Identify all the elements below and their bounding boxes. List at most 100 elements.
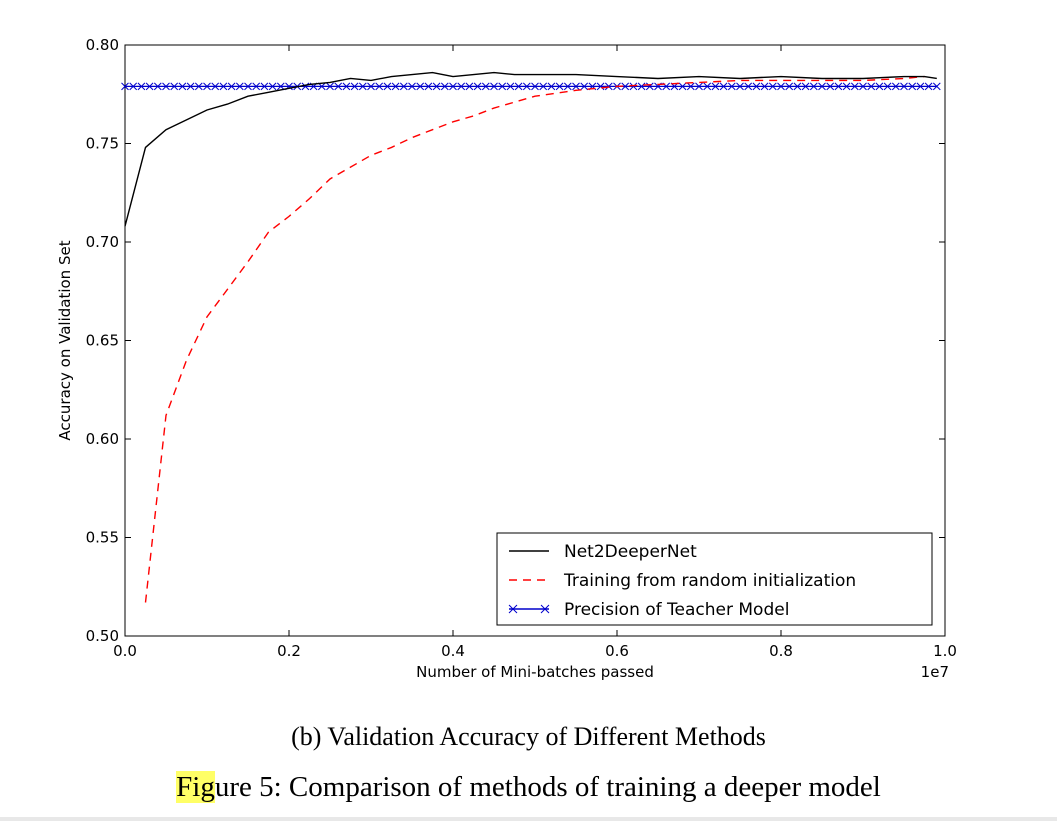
teacher-model-point [350, 82, 359, 91]
y-tick-label: 0.65 [86, 332, 119, 350]
teacher-model-point [358, 82, 367, 91]
series-layer [121, 71, 941, 603]
highlighted-text: Fig [176, 771, 215, 803]
teacher-model-point [457, 82, 466, 91]
figure-caption-text: ure 5: Comparison of methods of training… [214, 771, 881, 803]
teacher-model-point [563, 82, 572, 91]
teacher-model-point [727, 82, 736, 91]
teacher-model-point [440, 82, 449, 91]
teacher-model-point [252, 82, 261, 91]
teacher-model-point [891, 82, 900, 91]
teacher-model-point [801, 82, 810, 91]
teacher-model-point [768, 82, 777, 91]
axis-ticks: 0.0 0.2 0.4 0.6 0.8 1.0 0.50 0.55 0.60 0.65 0.70 0.… [86, 36, 957, 660]
teacher-model-point [842, 82, 851, 91]
x-tick-label: 1.0 [933, 642, 957, 660]
legend-entry-random-init: Training from random initialization [509, 571, 856, 591]
y-tick-label: 0.70 [86, 233, 119, 251]
teacher-model-point [793, 82, 802, 91]
legend-label: Net2DeeperNet [564, 542, 697, 562]
teacher-model-point [162, 82, 170, 91]
teacher-model-point [383, 82, 392, 91]
legend: Net2DeeperNet Training from random initia… [496, 532, 933, 626]
y-axis-label: Accuracy on Validation Set [56, 240, 74, 440]
teacher-model-point [399, 82, 408, 91]
chart: 0.0 0.2 0.4 0.6 0.8 1.0 0.50 0.55 0.60 0.65 0.70 0.… [56, 36, 957, 681]
teacher-model-point [153, 82, 162, 91]
x-tick-label: 0.8 [769, 642, 793, 660]
teacher-model-point [695, 82, 703, 91]
teacher-model-point [555, 82, 564, 91]
legend-label: Precision of Teacher Model [564, 600, 789, 620]
teacher-model-point [711, 82, 720, 91]
teacher-model-point [449, 82, 457, 91]
y-tick-label: 0.80 [86, 36, 119, 54]
x-tick-label: 0.4 [441, 642, 465, 660]
teacher-model-point [629, 82, 638, 91]
teacher-model-point [178, 82, 187, 91]
teacher-model-point [818, 82, 826, 91]
teacher-model-point [900, 82, 908, 91]
teacher-model-point [719, 82, 728, 91]
teacher-model-point [850, 82, 859, 91]
teacher-model-point [432, 82, 441, 91]
teacher-model-point [621, 82, 630, 91]
teacher-model-point [867, 82, 876, 91]
teacher-model-point [678, 82, 687, 91]
teacher-model-point [506, 82, 515, 91]
teacher-model-point [777, 82, 785, 91]
teacher-model-point [932, 82, 941, 91]
teacher-model-point [121, 82, 129, 91]
teacher-model-point [752, 82, 761, 91]
teacher-model-point [686, 82, 695, 91]
teacher-model-point [703, 82, 712, 91]
legend-marker [508, 604, 518, 614]
teacher-model-point [924, 82, 933, 91]
teacher-model-point [539, 82, 548, 91]
teacher-model-point [481, 82, 490, 91]
teacher-model-point [203, 82, 211, 91]
teacher-model-point [572, 82, 580, 91]
teacher-model-point [736, 82, 744, 91]
teacher-model-point [760, 82, 769, 91]
x-tick-label: 0.0 [113, 642, 137, 660]
teacher-model-point [235, 82, 244, 91]
x-tick-label: 0.6 [605, 642, 629, 660]
teacher-model-point [596, 82, 605, 91]
teacher-model-point [859, 82, 867, 91]
legend-label: Training from random initialization [563, 571, 856, 591]
teacher-model-point [531, 82, 539, 91]
teacher-model-point [391, 82, 400, 91]
teacher-model-point [645, 82, 654, 91]
teacher-model-point [547, 82, 556, 91]
teacher-model-point [826, 82, 835, 91]
teacher-model-point [227, 82, 236, 91]
teacher-model-point [498, 82, 507, 91]
legend-entry-net2deepernet: Net2DeeperNet [509, 542, 697, 562]
x-axis-offset-label: 1e7 [921, 663, 949, 681]
y-tick-label: 0.55 [86, 529, 119, 547]
teacher-model-point [145, 82, 154, 91]
teacher-model-point [416, 82, 425, 91]
bottom-divider [0, 817, 1057, 821]
y-tick-label: 0.75 [86, 135, 119, 153]
teacher-model-point [809, 82, 818, 91]
teacher-model-point [785, 82, 794, 91]
teacher-model-point [170, 82, 179, 91]
figure-caption: Figure 5: Comparison of methods of train… [0, 771, 1057, 804]
teacher-model-point [219, 82, 228, 91]
teacher-model-point [580, 82, 589, 91]
teacher-model-point [408, 82, 416, 91]
teacher-model-point [744, 82, 753, 91]
teacher-model-point [908, 82, 917, 91]
teacher-model-point [424, 82, 433, 91]
series-net2deepernet-line [124, 71, 937, 227]
teacher-model-point [514, 82, 523, 91]
x-tick-label: 0.2 [277, 642, 301, 660]
teacher-model-point [473, 82, 482, 91]
teacher-model-point [375, 82, 384, 91]
teacher-model-point [637, 82, 646, 91]
legend-entry-teacher-model: Precision of Teacher Model [508, 600, 789, 620]
teacher-model-point [490, 82, 498, 91]
teacher-model-point [604, 82, 613, 91]
